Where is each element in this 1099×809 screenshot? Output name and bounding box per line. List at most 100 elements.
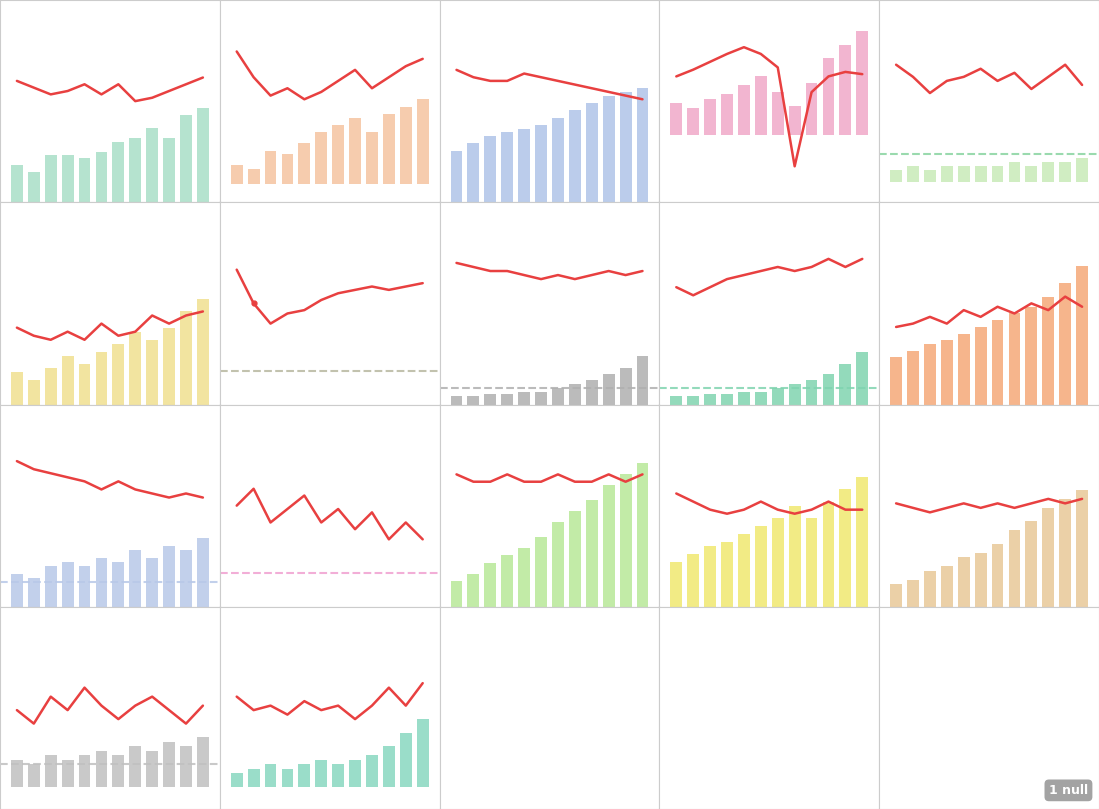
Bar	[806, 380, 818, 404]
Bar	[586, 380, 598, 404]
Bar	[822, 58, 834, 135]
Bar	[231, 166, 243, 184]
Bar	[197, 299, 209, 404]
Bar	[485, 136, 497, 202]
Bar	[1042, 508, 1054, 607]
Bar	[586, 500, 598, 607]
Text: 1 null: 1 null	[1048, 784, 1088, 797]
Bar	[400, 733, 412, 786]
Bar	[231, 773, 243, 786]
Bar	[670, 396, 682, 404]
Bar	[45, 368, 57, 404]
Bar	[636, 356, 648, 404]
Bar	[1059, 162, 1072, 182]
Bar	[687, 396, 699, 404]
Bar	[856, 32, 868, 135]
Bar	[636, 464, 648, 607]
Bar	[96, 751, 108, 786]
Bar	[96, 152, 108, 202]
Bar	[535, 125, 547, 202]
Bar	[130, 332, 141, 404]
Bar	[771, 518, 784, 607]
Bar	[1076, 158, 1088, 182]
Bar	[45, 155, 57, 202]
Bar	[519, 129, 530, 202]
Bar	[552, 388, 564, 404]
Bar	[552, 522, 564, 607]
Bar	[146, 340, 158, 404]
Bar	[519, 392, 530, 404]
Bar	[11, 372, 23, 404]
Bar	[1042, 297, 1054, 404]
Bar	[180, 746, 192, 786]
Bar	[789, 106, 800, 135]
Bar	[62, 155, 74, 202]
Bar	[924, 571, 936, 607]
Bar	[991, 544, 1003, 607]
Bar	[924, 344, 936, 404]
Bar	[602, 95, 614, 202]
Bar	[1076, 266, 1088, 404]
Bar	[822, 502, 834, 607]
Bar	[197, 538, 209, 607]
Bar	[79, 755, 90, 786]
Bar	[501, 555, 513, 607]
Bar	[45, 755, 57, 786]
Bar	[96, 558, 108, 607]
Bar	[451, 581, 463, 607]
Bar	[163, 328, 175, 404]
Bar	[417, 100, 429, 184]
Bar	[519, 548, 530, 607]
Bar	[1025, 521, 1037, 607]
Bar	[1009, 531, 1020, 607]
Bar	[907, 580, 919, 607]
Bar	[112, 344, 124, 404]
Bar	[991, 166, 1003, 182]
Bar	[281, 769, 293, 786]
Bar	[806, 83, 818, 135]
Bar	[332, 764, 344, 786]
Bar	[366, 133, 378, 184]
Bar	[180, 311, 192, 404]
Bar	[382, 746, 395, 786]
Bar	[1059, 283, 1072, 404]
Bar	[112, 562, 124, 607]
Bar	[670, 562, 682, 607]
Bar	[620, 92, 632, 202]
Bar	[11, 760, 23, 786]
Bar	[840, 364, 852, 404]
Bar	[417, 719, 429, 786]
Bar	[130, 746, 141, 786]
Bar	[535, 537, 547, 607]
Bar	[975, 327, 987, 404]
Bar	[552, 117, 564, 202]
Bar	[247, 169, 259, 184]
Bar	[890, 584, 902, 607]
Bar	[112, 142, 124, 202]
Bar	[197, 737, 209, 786]
Bar	[755, 526, 767, 607]
Bar	[27, 764, 40, 786]
Bar	[451, 396, 463, 404]
Bar	[467, 396, 479, 404]
Bar	[789, 384, 800, 404]
Bar	[941, 341, 953, 404]
Bar	[11, 165, 23, 202]
Bar	[856, 477, 868, 607]
Bar	[806, 518, 818, 607]
Bar	[163, 138, 175, 202]
Bar	[62, 356, 74, 404]
Bar	[485, 562, 497, 607]
Bar	[382, 114, 395, 184]
Bar	[569, 511, 580, 607]
Bar	[467, 574, 479, 607]
Bar	[1042, 162, 1054, 182]
Bar	[739, 86, 750, 135]
Bar	[620, 368, 632, 404]
Bar	[501, 395, 513, 404]
Bar	[771, 92, 784, 135]
Bar	[299, 764, 310, 786]
Bar	[958, 333, 969, 404]
Bar	[771, 388, 784, 404]
Bar	[1009, 313, 1020, 404]
